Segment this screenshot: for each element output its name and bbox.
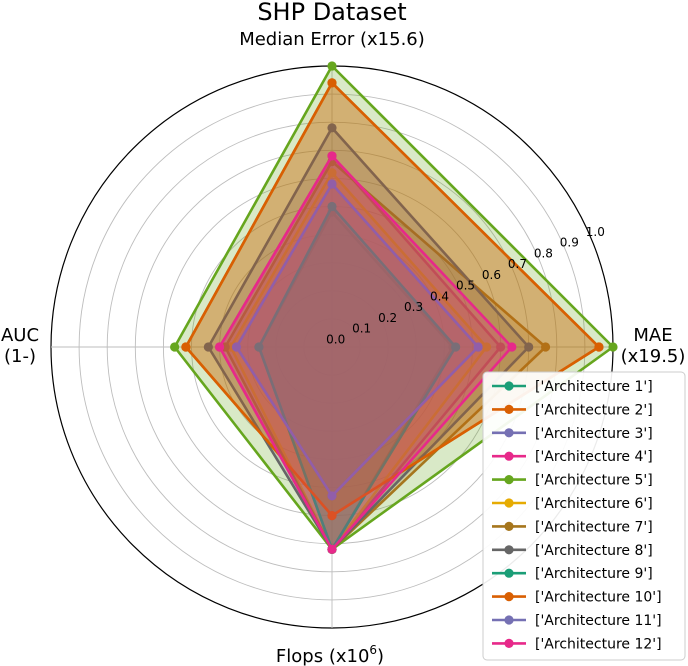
legend-item: ['Architecture 6'] (492, 496, 653, 512)
radial-tick-label: 0.1 (352, 322, 371, 336)
series-11 (231, 179, 483, 501)
legend-item: ['Architecture 11'] (492, 613, 662, 629)
legend-swatch-marker (504, 404, 514, 414)
data-point (203, 342, 213, 352)
series-fill (230, 172, 487, 550)
radial-tick-label: 0.9 (560, 236, 579, 250)
legend-swatch-marker (504, 592, 514, 602)
legend: ['Architecture 1'] ['Architecture 2'] ['Ar… (482, 371, 686, 661)
data-point (327, 544, 337, 554)
radial-tick-label: 0.4 (430, 289, 449, 303)
legend-box (482, 371, 686, 661)
data-point (473, 342, 483, 352)
data-point (181, 342, 191, 352)
series-fill (236, 184, 479, 496)
series-fill (174, 66, 613, 550)
data-point (496, 342, 506, 352)
data-point (594, 342, 604, 352)
legend-label: ['Architecture 6'] (535, 496, 653, 512)
legend-swatch-marker (504, 545, 514, 555)
legend-item: ['Architecture 5'] (492, 473, 653, 489)
radial-tick-label: 1.0 (586, 225, 605, 239)
radial-tick-label: 0.8 (534, 246, 553, 260)
axis-labels: Median Error (x15.6) MAE(x19.5) AUC(1-) Flo… (1, 29, 685, 666)
series-fill (219, 155, 512, 550)
data-point (327, 510, 337, 521)
legend-swatch-marker (504, 475, 514, 485)
data-point (254, 342, 264, 352)
axis-label-auc-scale: (1-) (4, 346, 36, 367)
legend-swatch-marker (504, 521, 514, 532)
legend-item: ['Architecture 1'] (492, 379, 653, 395)
data-point (170, 342, 180, 352)
data-point (327, 61, 337, 71)
axis-label-mae-scale: (x19.5) (621, 346, 686, 367)
legend-label: ['Architecture 2'] (535, 402, 653, 418)
series-12 (215, 151, 517, 554)
legend-swatch-marker (504, 428, 514, 438)
legend-label: ['Architecture 8'] (535, 543, 653, 559)
legend-item: ['Architecture 8'] (492, 543, 653, 559)
legend-item: ['Architecture 12'] (492, 636, 662, 652)
legend-item: ['Architecture 7'] (492, 519, 653, 535)
legend-item: ['Architecture 9'] (492, 566, 653, 582)
legend-label: ['Architecture 11'] (535, 613, 662, 629)
series-fill (258, 212, 453, 550)
data-point (327, 123, 337, 133)
data-point (327, 179, 337, 189)
data-point (215, 342, 225, 352)
legend-swatch-marker (504, 451, 514, 461)
data-point (451, 342, 461, 352)
data-point (507, 342, 517, 352)
data-point (327, 78, 337, 88)
data-point (481, 342, 492, 352)
legend-item: ['Architecture 4'] (492, 449, 653, 465)
legend-label: ['Architecture 12'] (535, 636, 662, 652)
series-fill (236, 184, 479, 496)
radial-tick-label: 0.2 (378, 311, 397, 325)
legend-label: ['Architecture 7'] (535, 519, 653, 535)
axis-label-mae: MAE (633, 325, 672, 346)
legend-swatch-marker (504, 381, 514, 391)
legend-swatch-marker (504, 568, 514, 578)
series-fill (208, 127, 529, 550)
axis-label-median-error: Median Error (x15.6) (239, 29, 425, 50)
legend-item: ['Architecture 3'] (492, 426, 653, 442)
legend-label: ['Architecture 4'] (535, 449, 653, 465)
data-point (327, 168, 337, 178)
data-point (327, 201, 337, 212)
radial-tick-label: 0.6 (482, 268, 501, 282)
data-point (608, 342, 618, 352)
legend-label: ['Architecture 3'] (535, 426, 653, 442)
legend-item: ['Architecture 10'] (492, 590, 662, 606)
axis-label-flops: Flops (x106) (276, 643, 384, 666)
chart-title: SHP Dataset (257, 0, 406, 26)
legend-label: ['Architecture 9'] (535, 566, 653, 582)
data-point (540, 342, 551, 352)
data-point (231, 342, 242, 352)
radial-tick-label: 0.7 (508, 257, 527, 271)
radial-tick-label: 0.3 (404, 300, 423, 314)
data-point (524, 342, 534, 352)
radial-ticks: 0.0 0.1 0.2 0.3 0.4 0.5 0.6 0.7 0.8 0.9 1.0 (326, 225, 605, 347)
data-point (327, 491, 337, 501)
radial-tick-label: 0.5 (456, 279, 475, 293)
legend-swatch-marker (504, 615, 514, 625)
radial-tick-label: 0.0 (326, 332, 345, 346)
legend-label: ['Architecture 10'] (535, 590, 662, 606)
legend-item: ['Architecture 2'] (492, 402, 653, 418)
legend-swatch-marker (504, 638, 514, 649)
data-point (327, 151, 337, 161)
legend-label: ['Architecture 5'] (535, 473, 653, 489)
legend-swatch-marker (504, 498, 514, 508)
axis-label-auc: AUC (1, 325, 39, 346)
legend-label: ['Architecture 1'] (535, 379, 653, 395)
